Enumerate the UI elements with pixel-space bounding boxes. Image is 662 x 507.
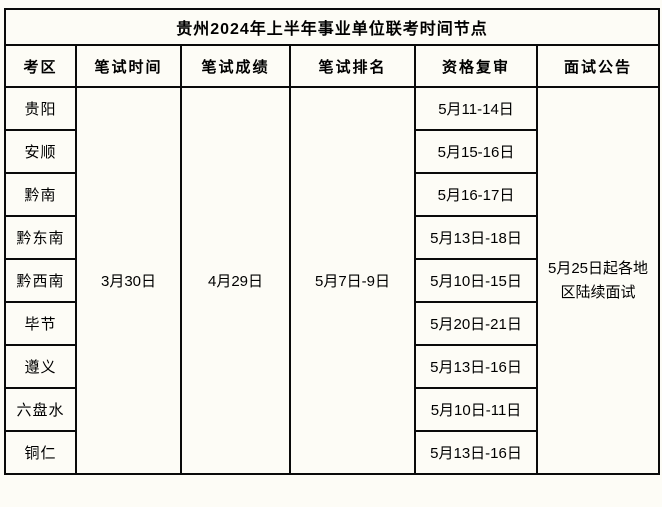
- column-header-written-time: 笔试时间: [75, 44, 182, 88]
- table-row: 遵义 5月13日-16日: [4, 344, 659, 389]
- column-header-qualification-review: 资格复审: [414, 44, 538, 88]
- column-header-region: 考区: [4, 44, 77, 88]
- page-title: 贵州2024年上半年事业单位联考时间节点: [3, 8, 661, 46]
- table-row: 铜仁 5月13日-16日: [4, 430, 659, 475]
- review-cell-qianxinan: 5月10日-15日: [414, 258, 538, 303]
- review-cell-guiyang: 5月11-14日: [414, 86, 538, 131]
- review-cell-qiannan: 5月16-17日: [414, 172, 538, 217]
- review-cell-qiandongnan: 5月13日-18日: [414, 215, 538, 260]
- region-cell-liupanshui: 六盘水: [4, 387, 77, 432]
- table-row: 毕节 5月20日-21日: [4, 301, 659, 346]
- review-cell-bijie: 5月20日-21日: [414, 301, 538, 346]
- written-exam-rank-cell: 5月7日-9日: [289, 86, 416, 475]
- column-header-interview-notice: 面试公告: [535, 44, 661, 88]
- review-cell-zunyi: 5月13日-16日: [414, 344, 538, 389]
- title-row: 贵州2024年上半年事业单位联考时间节点: [3, 8, 661, 46]
- exam-schedule-table-wrap: 贵州2024年上半年事业单位联考时间节点 考区 笔试时间 笔试成绩 笔试排名 资…: [3, 8, 661, 475]
- table-row: 黔南 5月16-17日: [4, 172, 659, 217]
- exam-schedule-table: 贵州2024年上半年事业单位联考时间节点 考区 笔试时间 笔试成绩 笔试排名 资…: [3, 8, 661, 475]
- column-header-written-rank: 笔试排名: [289, 44, 416, 88]
- region-cell-zunyi: 遵义: [4, 344, 77, 389]
- written-exam-score-cell: 4月29日: [180, 86, 291, 475]
- region-cell-bijie: 毕节: [4, 301, 77, 346]
- review-cell-liupanshui: 5月10日-11日: [414, 387, 538, 432]
- region-cell-qiandongnan: 黔东南: [4, 215, 77, 260]
- region-cell-qianxinan: 黔西南: [4, 258, 77, 303]
- table-row: 黔西南 5月10日-15日: [4, 258, 659, 303]
- interview-notice-cell: 5月25日起各地区陆续面试: [535, 86, 661, 475]
- region-cell-qiannan: 黔南: [4, 172, 77, 217]
- written-exam-time-cell: 3月30日: [75, 86, 182, 475]
- review-cell-anshun: 5月15-16日: [414, 129, 538, 174]
- region-cell-guiyang: 贵阳: [4, 86, 77, 131]
- header-row: 考区 笔试时间 笔试成绩 笔试排名 资格复审 面试公告: [4, 44, 661, 88]
- region-cell-anshun: 安顺: [4, 129, 77, 174]
- table-row: 六盘水 5月10日-11日: [4, 387, 659, 432]
- column-header-written-score: 笔试成绩: [180, 44, 291, 88]
- review-cell-tongren: 5月13日-16日: [414, 430, 538, 475]
- region-cell-tongren: 铜仁: [4, 430, 77, 475]
- table-row: 安顺 5月15-16日: [4, 129, 659, 174]
- table-row: 黔东南 5月13日-18日: [4, 215, 659, 260]
- table-row: 贵阳 3月30日 4月29日 5月7日-9日 5月11-14日 5月25日起各地…: [4, 86, 661, 475]
